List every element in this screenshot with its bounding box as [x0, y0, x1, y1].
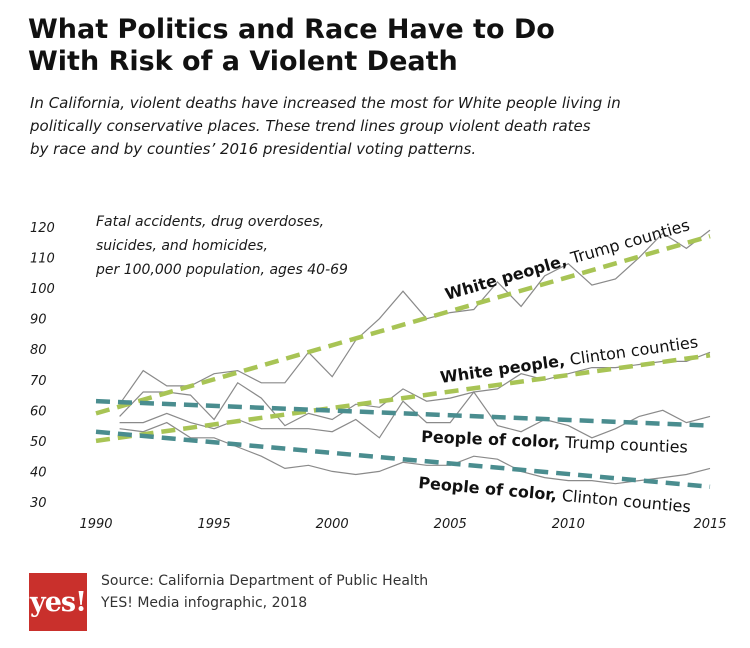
measure-note-line-2: suicides, and homicides, — [96, 238, 268, 254]
y-tick-label: 50 — [30, 435, 47, 450]
chart-subtitle: In California, violent deaths have incre… — [30, 92, 690, 161]
measure-note: Fatal accidents, drug overdoses, suicide… — [96, 210, 348, 282]
series-label-bold: People of color, — [418, 473, 558, 504]
source-note: Source: California Department of Public … — [101, 570, 428, 614]
x-tick-label: 2010 — [552, 517, 585, 532]
chart-subtitle-line-3: by race and by counties’ 2016 presidenti… — [30, 140, 477, 158]
series-label-bold: White people, — [439, 351, 566, 387]
y-tick-label: 60 — [30, 404, 47, 419]
series-line-2 — [119, 351, 711, 427]
x-tick-label: 1995 — [198, 517, 231, 532]
trend-line-1 — [95, 234, 711, 416]
chart-title-line-1: What Politics and Race Have to Do — [28, 14, 555, 45]
measure-note-line-3: per 100,000 population, ages 40-69 — [96, 262, 348, 278]
source-line-1: Source: California Department of Public … — [101, 573, 429, 589]
y-tick-label: 30 — [30, 496, 47, 511]
y-tick-label: 100 — [30, 282, 55, 297]
chart-subtitle-line-1: In California, violent deaths have incre… — [30, 94, 621, 112]
series-label-rest: Clinton counties — [563, 332, 699, 369]
trend-line-4 — [95, 429, 711, 489]
series-label-3: People of color, Trump counties — [421, 427, 688, 457]
chart-title: What Politics and Race Have to Do With R… — [28, 14, 728, 78]
y-tick-label: 70 — [30, 374, 47, 389]
x-tick-label: 1990 — [79, 517, 112, 532]
series-label-bold: People of color, — [421, 427, 561, 452]
y-tick-label: 80 — [30, 343, 47, 358]
series-line-4 — [119, 421, 711, 485]
x-tick-label: 2015 — [693, 517, 726, 532]
y-tick-label: 110 — [30, 252, 55, 267]
y-tick-label: 120 — [30, 221, 55, 236]
x-tick-label: 2005 — [434, 517, 467, 532]
y-tick-label: 90 — [30, 313, 47, 328]
series-label-rest: Clinton counties — [556, 485, 692, 516]
x-tick-label: 2000 — [316, 517, 349, 532]
series-label-2: White people, Clinton counties — [439, 332, 699, 387]
series-line-1 — [119, 229, 711, 405]
yes-logo: yes! — [29, 573, 87, 631]
yes-logo-text: yes! — [30, 586, 87, 618]
trend-line-3 — [95, 398, 711, 428]
chart-subtitle-line-2: politically conservative places. These t… — [30, 117, 591, 135]
series-label-1: White people, Trump counties — [443, 215, 692, 304]
measure-note-line-1: Fatal accidents, drug overdoses, — [96, 214, 325, 230]
source-line-2: YES! Media infographic, 2018 — [101, 595, 308, 611]
chart-title-line-2: With Risk of a Violent Death — [28, 46, 458, 77]
y-tick-label: 40 — [30, 465, 47, 480]
series-label-rest: Trump counties — [560, 433, 688, 457]
trend-line-2 — [95, 353, 711, 444]
